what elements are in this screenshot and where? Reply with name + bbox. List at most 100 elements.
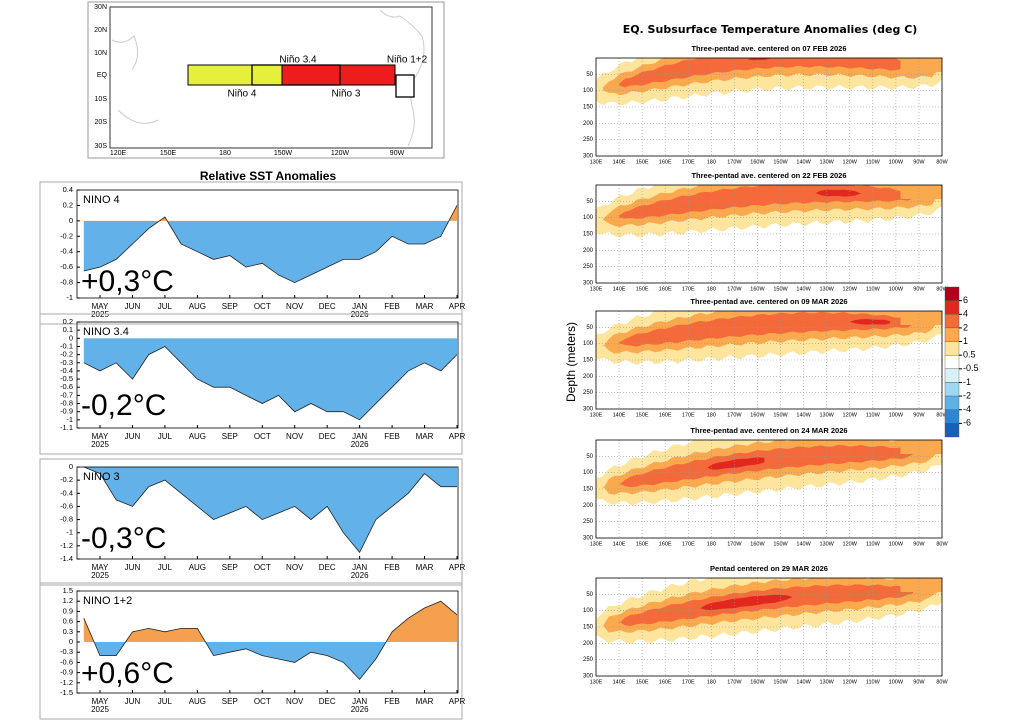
x-tick-label: MAY bbox=[92, 563, 109, 572]
colorbar-swatch bbox=[944, 368, 960, 383]
x-tick-label: 130E bbox=[590, 412, 603, 418]
x-tick-label: 170E bbox=[682, 679, 695, 685]
x-tick-label: 170E bbox=[682, 412, 695, 418]
y-tick-label: 1.5 bbox=[63, 586, 73, 595]
x-tick-label: 140E bbox=[613, 679, 626, 685]
x-tick-label: MAR bbox=[416, 302, 434, 311]
y-tick-label: 50 bbox=[586, 325, 593, 331]
x-tick-label: OCT bbox=[254, 563, 271, 572]
x-tick-label: 180 bbox=[707, 541, 716, 547]
y-tick-label: 100 bbox=[583, 341, 594, 347]
x-tick-label: JAN bbox=[352, 302, 367, 311]
panel-frame bbox=[595, 184, 943, 284]
y-tick-label: 250 bbox=[583, 264, 594, 270]
y-tick-label: -0.4 bbox=[60, 488, 73, 497]
x-tick-label: JAN bbox=[352, 697, 367, 706]
y-tick-label: 150 bbox=[583, 105, 594, 111]
y-tick-label: -0.6 bbox=[60, 262, 73, 271]
x-tick-label: AUG bbox=[189, 432, 206, 441]
region-label: Niño 3.4 bbox=[279, 55, 317, 66]
series-label: NINO 3.4 bbox=[83, 326, 129, 338]
x-tick-label: 150W bbox=[773, 286, 788, 292]
colorbar-label: -2 bbox=[963, 390, 971, 400]
y-tick-label: -0.6 bbox=[60, 382, 73, 391]
x-tick-label: 150E bbox=[636, 679, 649, 685]
x-tick-label: DEC bbox=[319, 302, 336, 311]
x-tick-label: 140W bbox=[796, 412, 811, 418]
y-tick-label: 250 bbox=[583, 137, 594, 143]
x-tick-label: 160E bbox=[659, 159, 672, 165]
x-tick-label: 100W bbox=[889, 679, 904, 685]
x-tick-label: NOV bbox=[286, 697, 304, 706]
chart-frame bbox=[39, 458, 463, 586]
y-tick-label: 50 bbox=[586, 592, 593, 598]
x-tick-label: APR bbox=[449, 432, 466, 441]
x-tick-label: DEC bbox=[319, 697, 336, 706]
x-tick-label: 160W bbox=[750, 541, 765, 547]
y-tick-label: 250 bbox=[583, 519, 594, 525]
x-tick-label: 170E bbox=[682, 159, 695, 165]
x-tick-label: FEB bbox=[384, 432, 400, 441]
colorbar-label: -6 bbox=[963, 418, 971, 428]
x-tick-label: 140W bbox=[796, 159, 811, 165]
x-tick-label: 170E bbox=[682, 541, 695, 547]
x-tick-label: MAR bbox=[416, 563, 434, 572]
contour-band bbox=[699, 594, 793, 611]
y-tick-label: 50 bbox=[586, 199, 593, 205]
colorbar-label: 4 bbox=[963, 309, 968, 319]
x-tick-label: 140E bbox=[613, 412, 626, 418]
x-tick-label: 130E bbox=[590, 286, 603, 292]
surface-warm bbox=[900, 58, 942, 72]
contour-band bbox=[619, 584, 914, 626]
plot-frame bbox=[76, 189, 459, 299]
y-tick-label: -0.3 bbox=[60, 358, 73, 367]
y-tick-label: 200 bbox=[583, 248, 594, 254]
x-tick-label: 80W bbox=[936, 679, 948, 685]
annotation: +0,6°C bbox=[81, 657, 174, 690]
x-tick-label: 100W bbox=[889, 286, 904, 292]
chart-frame bbox=[39, 181, 463, 325]
lon-label: 150E bbox=[160, 150, 177, 157]
area-negative bbox=[83, 220, 449, 283]
x-tick-label: 120W bbox=[843, 412, 858, 418]
x-tick-label: 90W bbox=[913, 679, 925, 685]
series-label: NINO 4 bbox=[83, 194, 120, 206]
y-tick-label: 100 bbox=[583, 470, 594, 476]
x-tick-label: JUL bbox=[158, 697, 173, 706]
y-tick-label: -1 bbox=[66, 415, 73, 424]
x-tick-label: AUG bbox=[189, 697, 206, 706]
x-tick-label: 170W bbox=[727, 159, 742, 165]
y-tick-label: 100 bbox=[583, 215, 594, 221]
surface-warm bbox=[900, 440, 942, 454]
panel-frame bbox=[595, 310, 943, 410]
x-sublabel: 2026 bbox=[351, 440, 369, 449]
x-tick-label: DEC bbox=[319, 432, 336, 441]
y-tick-label: 300 bbox=[583, 536, 594, 542]
colorbar-swatch bbox=[944, 423, 960, 438]
subsurface-title: EQ. Subsurface Temperature Anomalies (de… bbox=[623, 23, 918, 36]
x-tick-label: 180 bbox=[707, 412, 716, 418]
x-tick-label: 150E bbox=[636, 159, 649, 165]
y-tick-label: -0.2 bbox=[60, 350, 73, 359]
line bbox=[83, 600, 458, 681]
y-tick-label: -0.4 bbox=[60, 366, 73, 375]
region-label: Niño 4 bbox=[228, 89, 257, 100]
x-tick-label: 130E bbox=[590, 159, 603, 165]
y-tick-label: 0.3 bbox=[63, 627, 73, 636]
y-tick-label: 300 bbox=[583, 674, 594, 680]
coastline bbox=[379, 9, 425, 147]
x-sublabel: 2025 bbox=[91, 310, 109, 319]
colorbar-swatch bbox=[944, 314, 960, 329]
y-tick-label: -0.7 bbox=[60, 390, 73, 399]
x-tick-label: NOV bbox=[286, 563, 304, 572]
colorbar-swatch bbox=[944, 395, 960, 410]
x-tick-label: AUG bbox=[189, 563, 206, 572]
colorbar-label: 1 bbox=[963, 336, 968, 346]
x-tick-label: 90W bbox=[913, 286, 925, 292]
y-tick-label: 250 bbox=[583, 657, 594, 663]
x-tick-label: 120W bbox=[843, 541, 858, 547]
annotation: +0,3°C bbox=[81, 265, 174, 298]
x-tick-label: 120W bbox=[843, 159, 858, 165]
x-tick-label: MAR bbox=[416, 697, 434, 706]
